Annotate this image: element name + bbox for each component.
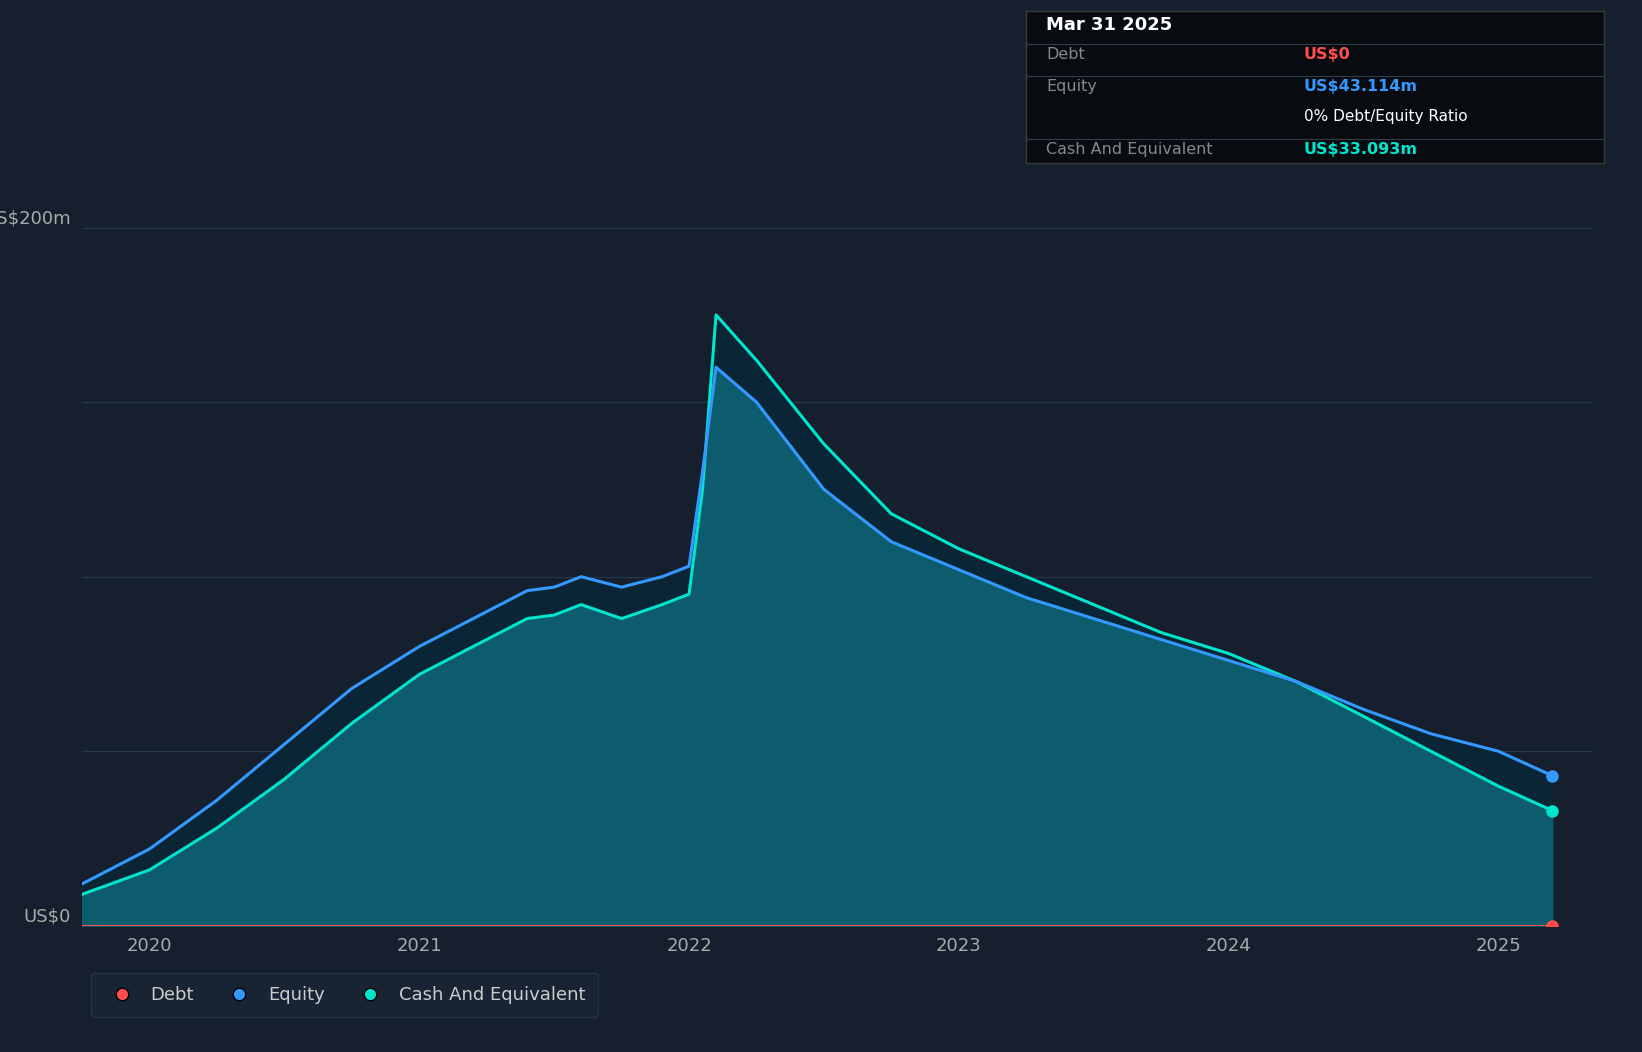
- Text: US$43.114m: US$43.114m: [1304, 79, 1417, 95]
- Legend: Debt, Equity, Cash And Equivalent: Debt, Equity, Cash And Equivalent: [90, 973, 598, 1016]
- Text: Debt: Debt: [1046, 47, 1085, 62]
- Text: Cash And Equivalent: Cash And Equivalent: [1046, 142, 1212, 157]
- Text: Equity: Equity: [1046, 79, 1097, 95]
- Text: 0% Debt/Equity Ratio: 0% Debt/Equity Ratio: [1304, 108, 1468, 124]
- Text: Mar 31 2025: Mar 31 2025: [1046, 16, 1172, 34]
- Text: US$0: US$0: [1304, 47, 1350, 62]
- Text: US$33.093m: US$33.093m: [1304, 142, 1417, 157]
